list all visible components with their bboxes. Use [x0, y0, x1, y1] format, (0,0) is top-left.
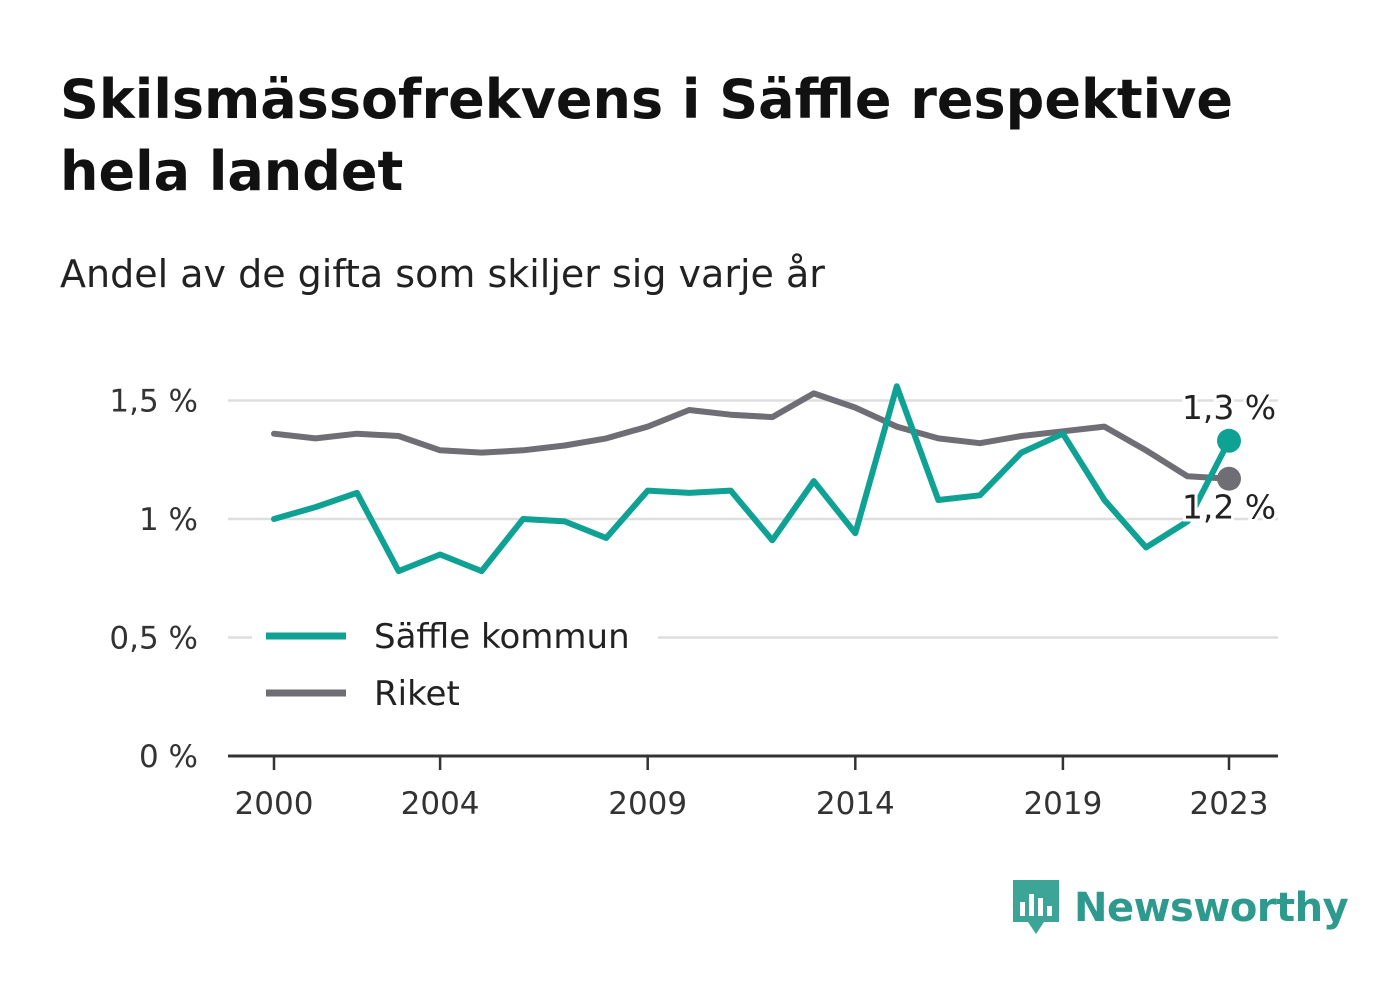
end-value-label: 1,3 %	[1182, 388, 1276, 427]
series-lines	[271, 383, 1241, 575]
end-value-label: 1,2 %	[1182, 488, 1276, 527]
x-tick-label: 2000	[235, 786, 314, 822]
x-tick-label: 2014	[816, 786, 895, 822]
newsworthy-logo-icon	[1013, 880, 1059, 934]
brand-name: Newsworthy	[1074, 885, 1349, 931]
series-line	[271, 390, 1232, 482]
legend-label: Riket	[374, 674, 460, 714]
chart-subtitle: Andel av de gifta som skiljer sig varje …	[60, 252, 825, 296]
x-axis: 2000 2004 2009 2014 2019 2023	[228, 754, 1278, 822]
x-tick-label: 2009	[608, 786, 687, 822]
legend-label: Säffle kommun	[374, 617, 630, 657]
y-tick-label: 0,5 %	[109, 621, 198, 657]
legend-background	[252, 606, 658, 724]
legend: Säffle kommun Riket	[252, 606, 658, 724]
x-tick-label: 2004	[401, 786, 480, 822]
chart-title: Skilsmässofrekvens i Säffle respektive h…	[60, 68, 1233, 203]
y-tick-label: 0 %	[139, 739, 198, 775]
x-tick-label: 2023	[1190, 786, 1269, 822]
line-chart: 0 % 0,5 % 1 % 1,5 % 2000 2004 2009 2014 2019 202…	[109, 383, 1279, 822]
end-labels: 1,3 % 1,2 %	[1179, 385, 1279, 530]
y-tick-label: 1,5 %	[109, 384, 198, 420]
series-end-point	[1217, 466, 1241, 491]
newsworthy-logo: Newsworthy	[1010, 876, 1349, 940]
series-end-point	[1217, 428, 1241, 453]
y-axis-ticks: 0 % 0,5 % 1 % 1,5 %	[109, 384, 198, 776]
y-tick-label: 1 %	[139, 502, 198, 538]
series-line	[271, 383, 1232, 575]
x-tick-label: 2019	[1023, 786, 1102, 822]
